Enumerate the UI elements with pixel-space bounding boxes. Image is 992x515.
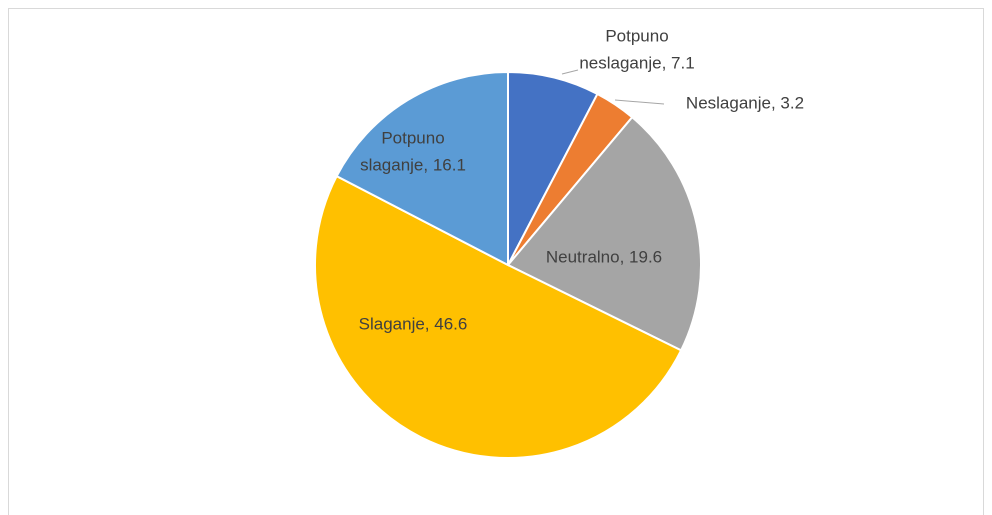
pie-slice: [314, 174, 683, 459]
pie-slice: [507, 70, 599, 266]
data-label: Potpuno slaganje, 16.1: [360, 129, 466, 175]
data-label: Neutralno, 19.6: [546, 247, 662, 266]
leader-line: [561, 69, 579, 75]
data-label: Slaganje, 46.6: [359, 314, 468, 333]
pie-slice: [506, 115, 702, 352]
leader-line: [614, 99, 665, 105]
data-label: Neslaganje, 3.2: [686, 93, 804, 112]
data-label: Potpuno neslaganje, 7.1: [579, 27, 694, 73]
pie-slice: [335, 70, 509, 267]
